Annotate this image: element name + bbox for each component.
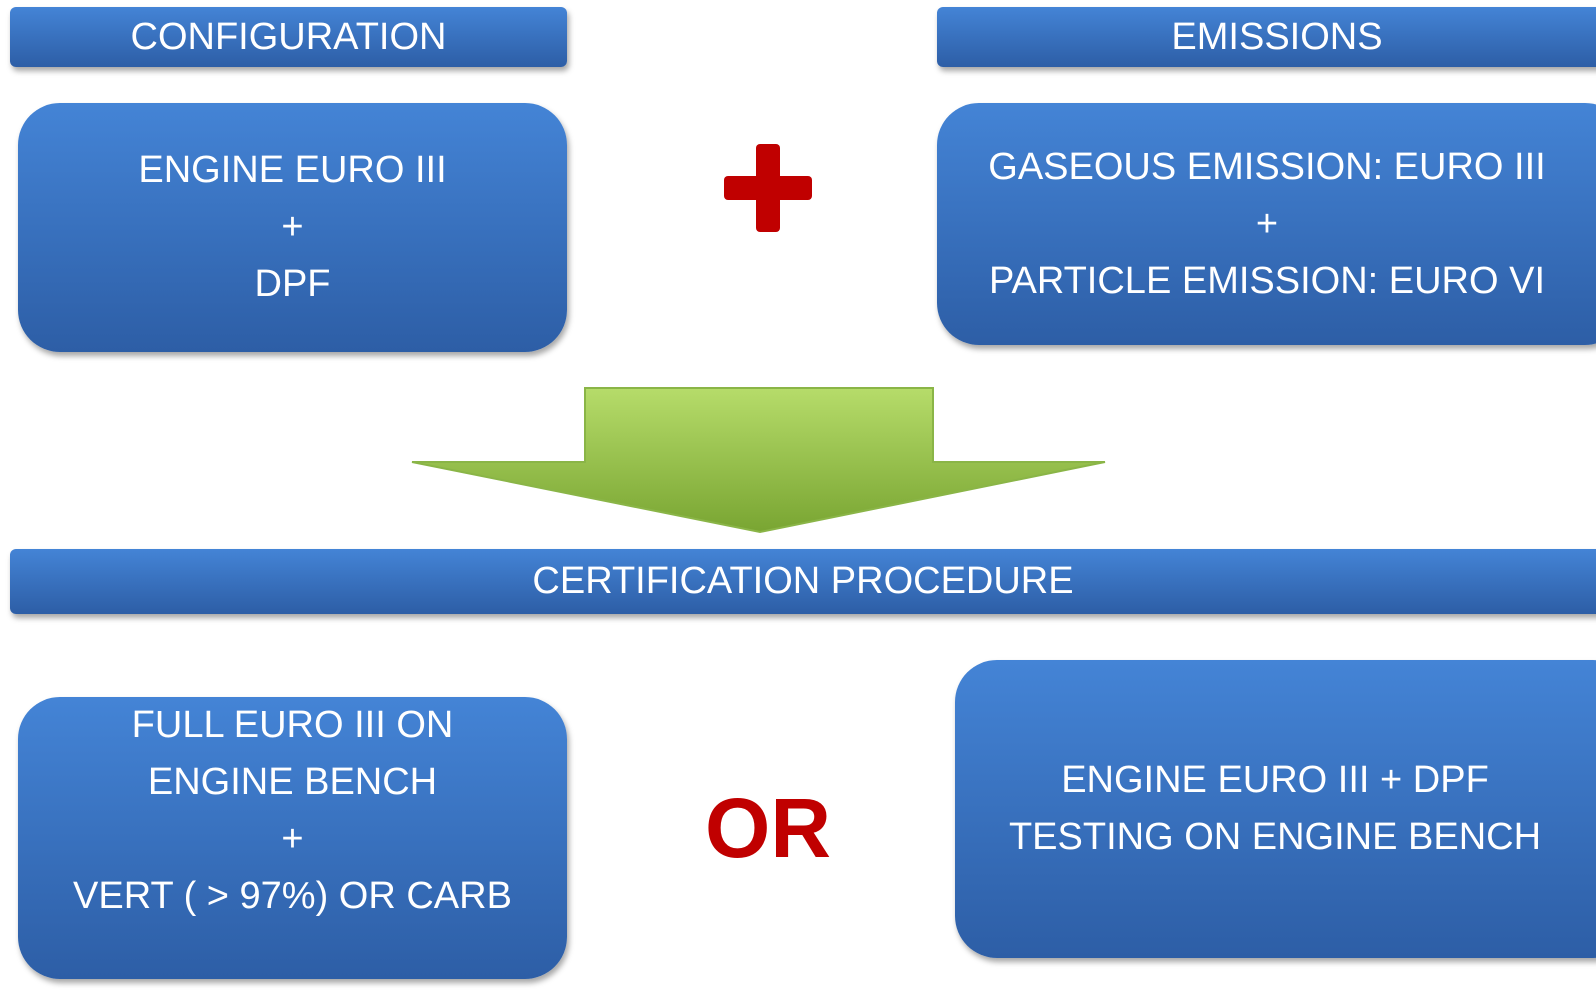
header-text: EMISSIONS xyxy=(1171,15,1383,58)
red-plus xyxy=(724,144,812,232)
configuration-header: CONFIGURATION xyxy=(10,7,567,67)
configuration-box: ENGINE EURO III + DPF xyxy=(18,103,567,352)
certification-header: CERTIFICATION PROCEDURE xyxy=(10,549,1596,614)
box-line: FULL EURO III ON xyxy=(131,704,454,746)
box-line: + xyxy=(281,206,304,248)
box-line: VERT ( > 97%) OR CARB xyxy=(73,875,512,917)
box-line: ENGINE EURO III + DPF xyxy=(1061,759,1489,801)
down-arrow xyxy=(411,387,1106,534)
option-box: FULL EURO III ON ENGINE BENCH + VERT ( > 97… xyxy=(18,697,567,979)
box-line: DPF xyxy=(254,263,331,305)
emissions-header: EMISSIONS xyxy=(937,7,1596,67)
header-text: CERTIFICATION PROCEDURE xyxy=(532,560,1074,602)
box-line: GASEOUS EMISSION: EURO III xyxy=(988,145,1546,188)
box-line: + xyxy=(281,818,304,860)
box-line: + xyxy=(1255,202,1279,245)
box-line: PARTICLE EMISSION: EURO VI xyxy=(988,259,1546,302)
box-line: ENGINE BENCH xyxy=(147,761,438,803)
emissions-box: GASEOUS EMISSION: EURO III + PARTICLE EMIS… xyxy=(937,103,1596,345)
box-line: TESTING ON ENGINE BENCH xyxy=(1008,816,1542,858)
option-box: ENGINE EURO III + DPF TESTING ON ENGINE B… xyxy=(955,660,1596,958)
header-text: CONFIGURATION xyxy=(130,15,447,58)
or-text: OR xyxy=(705,781,831,875)
box-line: ENGINE EURO III xyxy=(138,149,447,191)
